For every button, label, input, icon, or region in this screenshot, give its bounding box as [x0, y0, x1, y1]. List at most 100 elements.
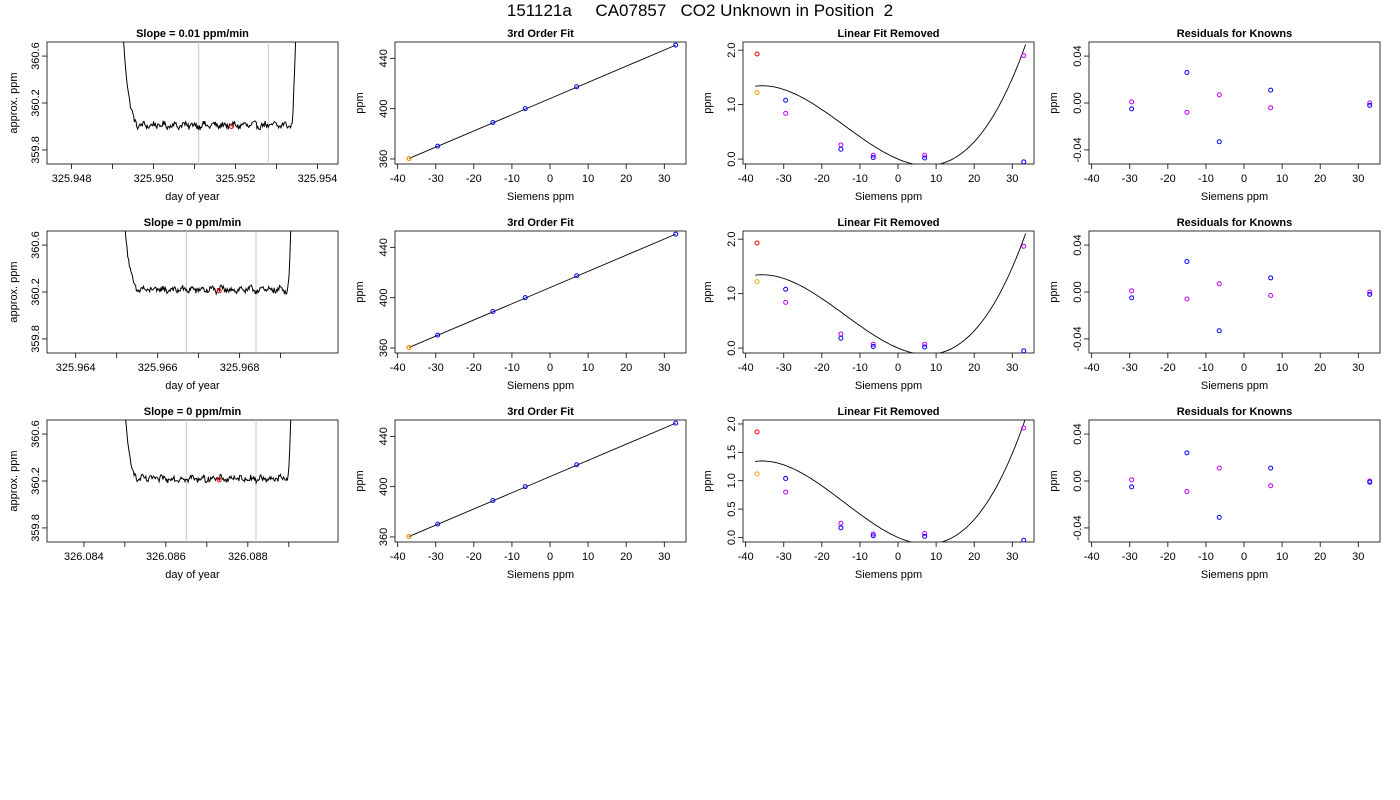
- data-point: [406, 155, 412, 161]
- x-tick-label: 20: [620, 362, 632, 374]
- x-tick-label: 0: [895, 551, 901, 563]
- data-point: [838, 146, 844, 152]
- x-axis-label: Siemens ppm: [855, 380, 922, 392]
- y-tick-label: 2.0: [726, 232, 738, 247]
- panel-r1-c0: Slope = 0 ppm/min 325.964 325.966 325.968 35…: [8, 217, 339, 392]
- data-point: [1216, 514, 1222, 520]
- y-axis-label: ppm: [354, 281, 366, 302]
- x-tick-label: 0: [547, 362, 553, 374]
- data-point: [1367, 100, 1373, 106]
- data-point: [783, 97, 789, 103]
- x-tick-label: 326.088: [228, 551, 268, 563]
- y-axis-label: ppm: [1048, 92, 1060, 113]
- data-point: [754, 279, 760, 285]
- x-axis-label: Siemens ppm: [1201, 380, 1268, 392]
- data-point: [1216, 465, 1222, 471]
- data-point: [870, 533, 876, 539]
- x-tick-label: 10: [930, 362, 942, 374]
- y-tick-label: 0.00: [1072, 281, 1084, 302]
- data-point: [870, 531, 876, 537]
- plot-frame: [742, 41, 1035, 165]
- x-tick-label: 325.950: [134, 173, 174, 185]
- figure-title: 151121a CA07857 CO2 Unknown in Position …: [506, 1, 894, 20]
- data-point: [1129, 99, 1135, 105]
- y-tick-label: 359.8: [30, 136, 42, 164]
- x-tick-label: 0: [895, 173, 901, 185]
- data-point: [435, 332, 441, 338]
- x-tick-label: 325.954: [298, 173, 338, 185]
- y-tick-label: 400: [378, 99, 390, 117]
- y-tick-label: 400: [378, 477, 390, 495]
- plot-area: [406, 420, 679, 539]
- panel-r2-c0: Slope = 0 ppm/min 326.084 326.086 326.088 35…: [8, 406, 339, 581]
- data-point: [1021, 159, 1027, 164]
- data-point: [673, 42, 679, 48]
- y-tick-label: 0.04: [1072, 234, 1084, 255]
- x-tick-label: 30: [1006, 362, 1018, 374]
- data-point: [783, 286, 789, 292]
- data-point: [1367, 289, 1373, 295]
- x-tick-label: -30: [1122, 362, 1138, 374]
- y-tick-label: 0.5: [726, 501, 738, 516]
- data-point: [1216, 328, 1222, 334]
- x-axis-label: Siemens ppm: [507, 380, 574, 392]
- plot-frame: [394, 230, 687, 354]
- panel-r0-c2: Linear Fit Removed -40 -30 -20 -10 0 10 20 30 0.0…: [702, 28, 1035, 203]
- data-point: [1129, 295, 1135, 301]
- plot-frame: [46, 419, 339, 543]
- data-point: [754, 240, 760, 246]
- y-tick-label: 0.00: [1072, 92, 1084, 113]
- panel-r2-c1: 3rd Order Fit -40 -30 -20 -10 0 10 20 30 360 400 44…: [354, 406, 687, 581]
- data-point: [754, 51, 760, 57]
- fit-line: [408, 44, 676, 159]
- y-axis-label: ppm: [354, 92, 366, 113]
- data-point: [673, 231, 679, 237]
- plot-area: [124, 231, 292, 353]
- x-tick-label: 30: [658, 173, 670, 185]
- x-tick-label: 325.968: [220, 362, 260, 374]
- panel-title: Residuals for Knowns: [1177, 28, 1293, 40]
- panel-title: Slope = 0 ppm/min: [144, 406, 242, 418]
- y-tick-label: 1.0: [726, 286, 738, 301]
- fit-line: [408, 422, 676, 537]
- x-tick-label: 20: [1314, 362, 1326, 374]
- data-point: [1021, 425, 1027, 431]
- data-point: [1268, 483, 1274, 489]
- x-tick-label: 20: [620, 551, 632, 563]
- x-tick-label: -40: [390, 362, 406, 374]
- x-tick-label: 0: [1241, 173, 1247, 185]
- data-point: [1129, 477, 1135, 483]
- x-tick-label: -20: [466, 551, 482, 563]
- data-point: [754, 90, 760, 96]
- x-axis-label: Siemens ppm: [855, 569, 922, 581]
- data-point: [870, 154, 876, 160]
- x-tick-label: -10: [852, 362, 868, 374]
- y-tick-label: 2.0: [726, 43, 738, 58]
- data-point: [1184, 70, 1190, 75]
- data-point: [922, 152, 928, 158]
- data-point: [1367, 291, 1373, 297]
- data-point: [838, 520, 844, 526]
- data-point: [783, 475, 789, 481]
- x-tick-label: 20: [1314, 551, 1326, 563]
- panel-r0-c3: Residuals for Knowns -40 -30 -20 -10 0 10 20 30 -…: [1048, 28, 1381, 203]
- plot-area: [1129, 259, 1373, 334]
- data-point: [783, 299, 789, 305]
- x-tick-label: -20: [466, 173, 482, 185]
- data-point: [1184, 296, 1190, 302]
- x-tick-label: 30: [1352, 173, 1364, 185]
- y-tick-label: 1.0: [726, 97, 738, 112]
- x-tick-label: 10: [930, 551, 942, 563]
- y-axis-label: ppm: [1048, 470, 1060, 491]
- plot-area: [754, 233, 1027, 353]
- x-tick-label: 10: [1276, 551, 1288, 563]
- x-tick-label: -20: [814, 362, 830, 374]
- panel-title: Slope = 0.01 ppm/min: [136, 28, 249, 40]
- y-tick-label: -0.04: [1072, 137, 1084, 162]
- data-point: [870, 152, 876, 158]
- y-tick-label: 359.8: [30, 514, 42, 542]
- data-point: [1367, 102, 1373, 108]
- x-tick-label: -40: [738, 551, 754, 563]
- plot-area: [754, 420, 1027, 542]
